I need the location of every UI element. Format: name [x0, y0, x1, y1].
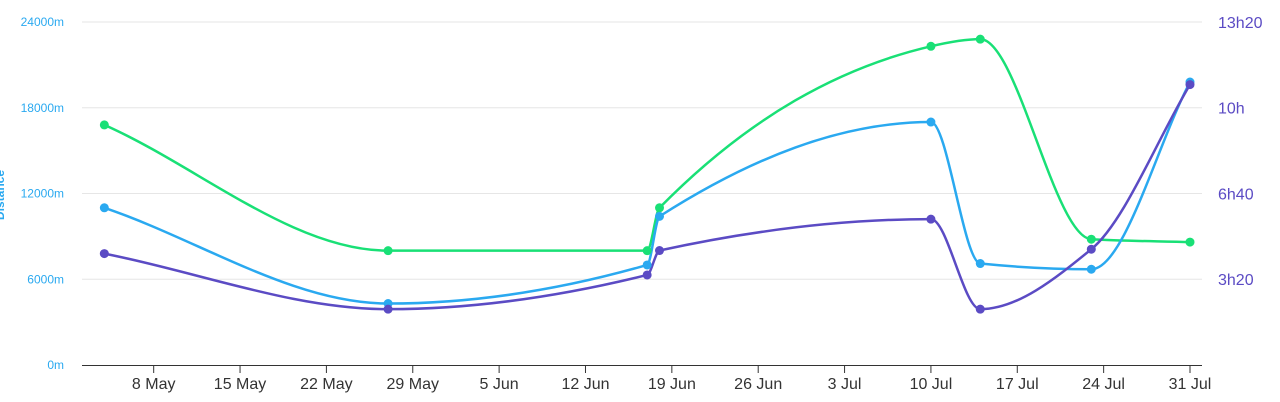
y-right-tick-label: 6h40 — [1218, 186, 1254, 203]
series-line — [104, 83, 1192, 311]
data-point[interactable] — [642, 246, 652, 256]
y-left-tick-label: 6000m — [27, 272, 64, 286]
x-tick-label: 22 May — [300, 376, 352, 393]
data-point[interactable] — [926, 214, 936, 224]
data-point[interactable] — [99, 203, 109, 213]
x-tick-label: 5 Jun — [480, 376, 519, 393]
data-point[interactable] — [655, 246, 665, 256]
tick-labels: 0m 6000m 12000m 18000m 24000m 3h20 6h40 10h 13h2… — [0, 15, 1263, 393]
data-point[interactable] — [1086, 234, 1096, 244]
x-tick-label: 19 Jun — [648, 376, 696, 393]
y-right-tick-label: 10h — [1218, 101, 1245, 118]
x-tick-label: 17 Jul — [996, 376, 1039, 393]
data-point[interactable] — [975, 304, 985, 314]
x-tick-label: 3 Jul — [828, 376, 862, 393]
x-tick-label: 29 May — [387, 376, 439, 393]
data-point[interactable] — [383, 246, 393, 256]
data-point[interactable] — [655, 203, 665, 213]
data-point[interactable] — [642, 270, 652, 280]
x-tick-label: 10 Jul — [910, 376, 953, 393]
x-tick-label: 26 Jun — [734, 376, 782, 393]
data-point[interactable] — [99, 120, 109, 130]
data-point[interactable] — [99, 249, 109, 259]
x-tick-label: 12 Jun — [561, 376, 609, 393]
data-point[interactable] — [975, 34, 985, 44]
y-left-axis-title: Distance — [0, 170, 7, 220]
data-point[interactable] — [926, 41, 936, 51]
y-left-tick-label: 0m — [47, 358, 64, 372]
x-tick-label: 24 Jul — [1082, 376, 1125, 393]
data-point[interactable] — [383, 304, 393, 314]
series-line — [103, 37, 1191, 252]
y-right-tick-label: 13h20 — [1218, 15, 1263, 32]
axes — [82, 365, 1202, 373]
x-tick-label: 8 May — [132, 376, 176, 393]
x-tick-label: 15 May — [214, 376, 266, 393]
data-point[interactable] — [642, 260, 652, 270]
data-point[interactable] — [1185, 237, 1195, 247]
data-point[interactable] — [926, 117, 936, 127]
data-point[interactable] — [975, 259, 985, 269]
data-point[interactable] — [1185, 80, 1195, 90]
y-left-tick-label: 18000m — [21, 101, 64, 115]
y-left-tick-label: 24000m — [21, 15, 64, 29]
data-point[interactable] — [1086, 264, 1096, 274]
y-right-tick-label: 3h20 — [1218, 272, 1254, 289]
data-points[interactable] — [99, 34, 1195, 314]
data-point[interactable] — [1086, 244, 1096, 254]
x-tick-label: 31 Jul — [1169, 376, 1212, 393]
y-left-tick-label: 12000m — [21, 187, 64, 201]
data-point[interactable] — [655, 211, 665, 221]
grid-lines — [82, 21, 1202, 280]
